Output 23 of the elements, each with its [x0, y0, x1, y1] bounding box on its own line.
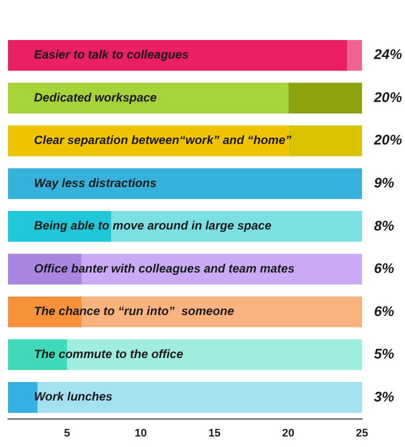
y-tick-label: The commute to the office: [34, 346, 184, 361]
x-tick-label: 20: [282, 427, 294, 440]
text: 6%: [374, 302, 395, 319]
y-tick-label: Being able to move around in large space: [34, 218, 272, 233]
y-tick-label: Work lunches: [34, 390, 113, 404]
text: 24%: [373, 46, 403, 62]
x-tick-label: 25: [356, 427, 368, 440]
y-tick-label: Way less distractions: [34, 176, 157, 190]
text: 3%: [374, 388, 395, 404]
text: 8%: [374, 217, 395, 234]
text: 5%: [374, 346, 395, 362]
y-tick-label: Easier to talk to colleagues: [34, 48, 190, 62]
y-tick-label: The chance to “run into” someone: [34, 304, 234, 318]
y-tick-label: Office banter with colleagues and team mates: [34, 261, 295, 276]
text: 20%: [373, 132, 403, 148]
text: 20%: [373, 88, 403, 105]
text: 6%: [374, 260, 395, 276]
x-tick-label: 10: [134, 427, 147, 440]
x-tick-label: 5: [64, 427, 70, 440]
text: 9%: [374, 174, 395, 191]
y-tick-label: Clear separation between“work” and “home”: [34, 133, 292, 148]
x-tick-label: 15: [208, 427, 221, 440]
y-tick-label: Dedicated workspace: [34, 90, 158, 104]
